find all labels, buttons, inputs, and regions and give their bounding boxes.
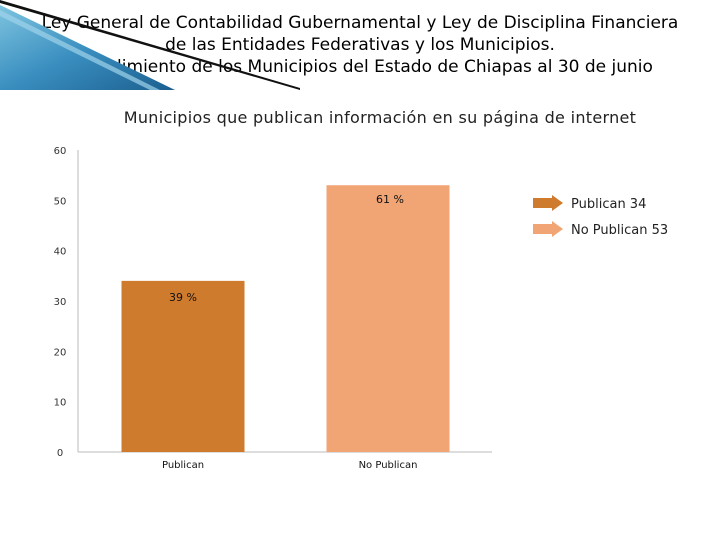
chart-title: Municipios que publican información en s… (123, 108, 637, 127)
y-tick-label: 20 (54, 347, 67, 358)
x-tick-label: Publican (162, 460, 204, 471)
y-tick-label: 0 (57, 448, 63, 459)
legend-label: Publican 34 (571, 197, 646, 212)
y-tick-label: 60 (54, 146, 67, 157)
y-tick-label: 40 (54, 247, 67, 258)
data-label: 61 % (376, 193, 404, 206)
legend-arrow-icon (533, 221, 563, 237)
y-tick-label: 10 (54, 398, 67, 409)
legend-arrow-icon (533, 195, 563, 211)
data-label: 39 % (169, 291, 197, 304)
x-tick-label: No Publican (359, 460, 418, 471)
title-line-2: de las Entidades Federativas y los Munic… (165, 35, 555, 55)
bar-publican (121, 280, 245, 452)
title-line-3: Cumplimiento de los Municipios del Estad… (67, 57, 653, 77)
corner-decoration (0, 0, 300, 90)
title-line-1: Ley General de Contabilidad Gubernamenta… (41, 13, 679, 33)
y-tick-label: 30 (54, 297, 67, 308)
slide-title: Ley General de Contabilidad Gubernamenta… (0, 12, 720, 78)
legend-label: No Publican 53 (571, 223, 668, 238)
y-tick-label: 50 (54, 196, 67, 207)
bar-no-publican (326, 185, 450, 452)
